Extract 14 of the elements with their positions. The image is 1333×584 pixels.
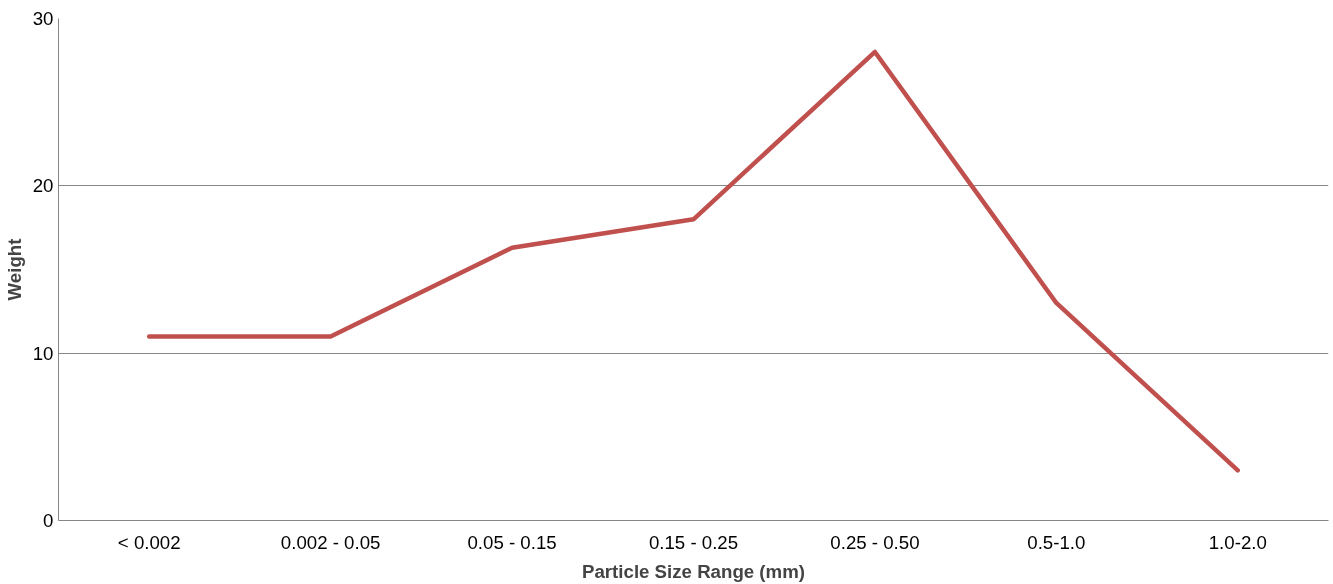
- x-tick-label: 0.05 - 0.15: [467, 531, 557, 553]
- y-tick-label: 20: [32, 175, 54, 197]
- x-tick-label: 1.0-2.0: [1208, 531, 1267, 553]
- y-axis-title: Weight: [3, 238, 25, 301]
- x-tick-label: 0.15 - 0.25: [648, 531, 739, 553]
- x-axis-title: Particle Size Range (mm): [582, 560, 805, 582]
- y-tick-label: 10: [32, 342, 54, 364]
- x-tick-label: 0.25 - 0.50: [830, 531, 920, 553]
- x-tick-label: 0.5-1.0: [1027, 531, 1086, 553]
- x-tick-label: 0.002 - 0.05: [280, 531, 381, 553]
- y-tick-label: 30: [32, 8, 54, 29]
- x-tick-label: < 0.002: [117, 531, 181, 553]
- line-series: [146, 49, 1241, 473]
- y-tick-label: 0: [43, 510, 54, 531]
